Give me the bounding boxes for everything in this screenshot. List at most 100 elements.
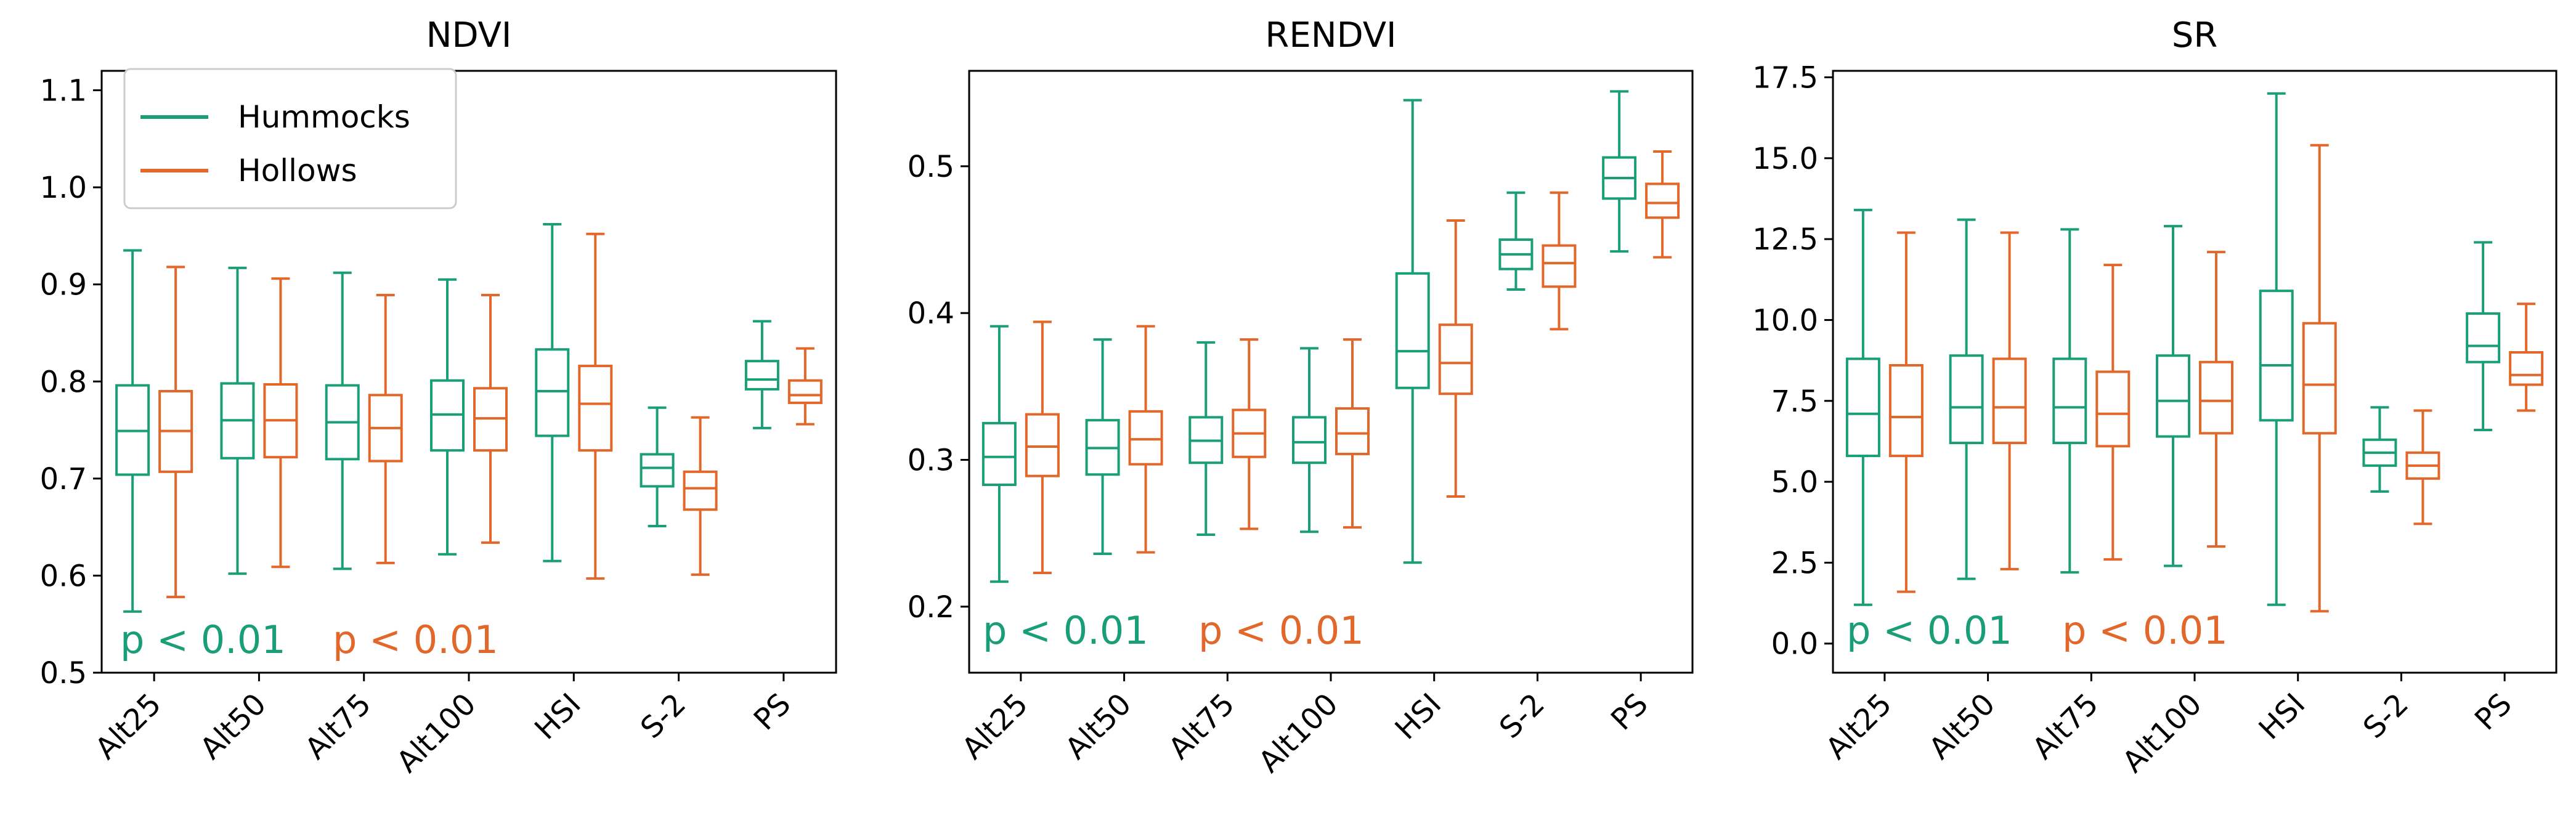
x-tick-label: S-2: [634, 687, 693, 745]
y-tick-label: 0.7: [40, 462, 87, 497]
panel-sr: SR 0.0 2.5 5.0 7.5 10.0 12.5 15.0 17.5 Alt25 Alt5…: [1752, 15, 2558, 779]
x-tick-label: S-2: [2357, 687, 2415, 745]
y-tick-label: 5.0: [1771, 465, 1818, 500]
box-iqr: [1542, 244, 1577, 288]
x-tick-label: Alt50: [1058, 687, 1138, 766]
p-value-hollows: p < 0.01: [333, 617, 498, 662]
box-hummocks-s-2: [2362, 406, 2397, 493]
y-tick-label: 1.0: [40, 171, 87, 205]
x-tick-label: S-2: [1493, 687, 1551, 745]
box-hummocks-alt50: [220, 266, 255, 575]
p-value-hollows: p < 0.01: [1198, 608, 1364, 653]
box-hollows-alt75: [368, 294, 403, 564]
p-value-hummocks: p < 0.01: [983, 608, 1148, 653]
panel-title: NDVI: [426, 15, 512, 55]
p-value-hollows: p < 0.01: [2062, 608, 2228, 653]
box-iqr: [640, 453, 675, 488]
box-iqr: [1335, 407, 1370, 455]
box-hollows-s-2: [683, 416, 718, 576]
panel-ndvi: NDVI 0.5 0.6 0.7 0.8 0.9 1.0 1.1 Alt25 Alt50 Alt7…: [40, 15, 837, 779]
box-hummocks-hsi: [2259, 92, 2294, 606]
x-tick-label: PS: [1604, 687, 1655, 737]
box-iqr: [1395, 272, 1430, 389]
box-hollows-hsi: [1438, 219, 1473, 498]
box-hummocks-alt25: [981, 325, 1017, 583]
box-hummocks-s-2: [640, 406, 675, 528]
box-iqr: [787, 379, 823, 404]
y-tick-label: 0.2: [908, 590, 954, 625]
y-tick-label: 10.0: [1752, 303, 1818, 338]
legend-frame: [123, 68, 457, 209]
box-iqr: [1888, 363, 1924, 458]
panel-title: RENDVI: [1265, 15, 1396, 55]
box-hollows-alt50: [263, 277, 298, 569]
box-hummocks-alt25: [1845, 208, 1880, 606]
box-iqr: [1025, 413, 1060, 477]
box-hollows-alt50: [1992, 231, 2027, 570]
x-tick-label: Alt50: [1922, 687, 2002, 766]
x-tick-label: Alt25: [956, 687, 1035, 766]
y-tick-label: 0.5: [908, 150, 954, 184]
y-tick-label: 17.5: [1752, 61, 1818, 95]
box-iqr: [744, 360, 779, 391]
panel-rendvi: RENDVI 0.2 0.3 0.4 0.5 Alt25 Alt50 Alt75 Alt100…: [908, 15, 1694, 779]
box-hollows-hsi: [2302, 144, 2337, 613]
box-iqr: [2095, 370, 2131, 448]
box-iqr: [2509, 351, 2544, 386]
box-hollows-alt100: [2199, 251, 2233, 548]
box-hummocks-alt100: [430, 278, 465, 556]
box-iqr: [2156, 354, 2190, 438]
y-tick-label: 15.0: [1752, 142, 1818, 176]
x-tick-label: Alt100: [2116, 687, 2208, 779]
x-tick-label: Alt100: [390, 687, 482, 779]
box-hollows-s-2: [1542, 191, 1577, 331]
x-tick-label: Alt50: [193, 687, 273, 766]
box-hummocks-alt75: [1188, 341, 1224, 537]
box-hummocks-s-2: [1498, 191, 1534, 291]
box-hollows-ps: [787, 347, 823, 426]
y-tick-label: 1.1: [40, 74, 87, 108]
x-tick-label: HSI: [1389, 687, 1448, 747]
box-hummocks-alt25: [115, 249, 150, 613]
box-iqr: [1845, 357, 1880, 458]
legend-label-hummocks: Hummocks: [238, 99, 410, 135]
box-hollows-alt25: [1025, 320, 1060, 574]
y-tick-label: 7.5: [1771, 384, 1818, 419]
box-hummocks-alt100: [1292, 347, 1327, 533]
box-hummocks-hsi: [535, 222, 570, 562]
x-tick-label: Alt75: [1162, 687, 1241, 766]
box-hollows-ps: [1645, 150, 1680, 259]
box-hummocks-ps: [1602, 90, 1637, 253]
x-tick-label: PS: [747, 687, 798, 737]
box-hollows-alt25: [158, 266, 193, 599]
plot-area: 0.0 2.5 5.0 7.5 10.0 12.5 15.0 17.5 Alt25 Alt50 Al…: [1752, 61, 2558, 779]
box-iqr: [578, 365, 613, 452]
legend: Hummocks Hollows: [123, 68, 457, 209]
box-hummocks-alt75: [2052, 228, 2087, 574]
box-iqr: [1128, 410, 1163, 466]
box-iqr: [1992, 357, 2027, 445]
box-hummocks-alt50: [1085, 338, 1120, 555]
x-tick-label: Alt100: [1252, 687, 1344, 779]
box-hollows-ps: [2509, 302, 2544, 412]
x-tick-label: Alt25: [1819, 687, 1899, 766]
box-iqr: [2052, 357, 2087, 445]
p-value-hummocks: p < 0.01: [120, 617, 286, 662]
box-hollows-alt25: [1888, 231, 1924, 593]
box-hummocks-ps: [744, 320, 779, 429]
box-hummocks-alt50: [1949, 218, 1984, 580]
box-iqr: [2466, 312, 2501, 363]
box-hollows-alt50: [1128, 325, 1163, 554]
box-hollows-s-2: [2405, 409, 2440, 525]
box-iqr: [2259, 290, 2294, 422]
box-hollows-alt75: [1232, 338, 1267, 530]
x-tick-label: HSI: [2253, 687, 2312, 747]
box-iqr: [535, 348, 570, 437]
legend-label-hollows: Hollows: [238, 153, 357, 189]
box-iqr: [1292, 416, 1327, 464]
box-hollows-hsi: [578, 232, 613, 580]
x-tick-label: HSI: [528, 687, 588, 747]
box-hollows-alt100: [1335, 338, 1370, 529]
x-tick-label: Alt75: [298, 687, 378, 766]
